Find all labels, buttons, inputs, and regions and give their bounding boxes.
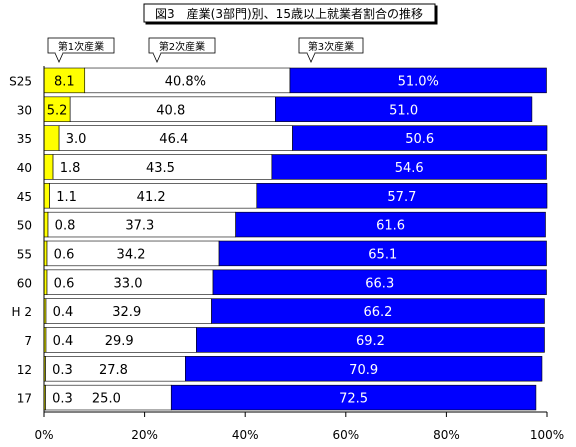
- data-label: 27.8: [99, 363, 128, 378]
- data-label: 8.1: [54, 74, 75, 89]
- x-tick-label: 80%: [433, 428, 460, 442]
- category-label: 7: [24, 334, 32, 348]
- chart-title-text: 図3 産業(3部門)別、15歳以上就業者割合の推移: [155, 6, 423, 21]
- bar-segment: [52, 154, 273, 180]
- data-label: 46.4: [159, 132, 188, 147]
- data-label: 0.6: [54, 247, 75, 262]
- chart-title-box: [143, 3, 436, 23]
- legend-box: [298, 37, 364, 54]
- data-label: 43.5: [146, 161, 175, 176]
- legend-box: [148, 37, 216, 54]
- category-label: S25: [9, 74, 32, 88]
- data-label: 0.8: [55, 219, 76, 234]
- data-label: 1.1: [56, 190, 77, 205]
- data-label: 5.2: [47, 103, 68, 118]
- legend-pointer: [306, 52, 316, 63]
- data-label: 0.3: [52, 363, 73, 378]
- bar-segment: [49, 183, 258, 209]
- data-label: 0.6: [54, 276, 75, 291]
- bar-segment: [212, 269, 547, 295]
- data-label: 33.0: [114, 276, 143, 291]
- data-label: 51.0%: [398, 74, 439, 89]
- category-label: 40: [17, 161, 32, 175]
- data-label: 65.1: [368, 247, 397, 262]
- data-label: 29.9: [105, 334, 134, 349]
- data-label: 66.3: [365, 276, 394, 291]
- category-label: 35: [17, 132, 32, 146]
- bar-segment: [211, 298, 545, 324]
- data-label: 70.9: [349, 363, 378, 378]
- bar-segment: [43, 211, 49, 238]
- category-label: H 2: [12, 305, 32, 319]
- chart-title: 図3 産業(3部門)別、15歳以上就業者割合の推移: [143, 3, 436, 23]
- category-label: 55: [17, 247, 32, 261]
- legend-label: 第2次産業: [159, 40, 205, 53]
- bar-segment: [43, 125, 60, 151]
- data-label: 61.6: [376, 219, 405, 234]
- bar-segment: [235, 211, 546, 238]
- bar-segment: [46, 269, 214, 295]
- data-label: 66.2: [364, 305, 393, 320]
- data-label: 51.0: [389, 103, 418, 118]
- bar-segment: [275, 96, 533, 122]
- category-label: 30: [17, 103, 32, 117]
- data-label: 3.0: [66, 132, 87, 147]
- x-tick-label: 60%: [332, 428, 359, 442]
- category-label: 45: [17, 190, 32, 204]
- x-tick-label: 0%: [34, 428, 53, 442]
- category-label: 60: [17, 276, 32, 290]
- data-label: 34.2: [117, 247, 146, 262]
- bar-segment: [185, 356, 543, 382]
- legend-pointer: [152, 52, 162, 63]
- data-label: 0.3: [52, 392, 73, 407]
- bar-segment: [196, 327, 545, 353]
- legend: 第1次産業 第2次産業 第3次産業: [47, 37, 364, 63]
- x-tick-label: 100%: [530, 428, 564, 442]
- data-label: 57.7: [387, 190, 416, 205]
- legend-label: 第3次産業: [308, 40, 354, 53]
- legend-callout: 第2次産業: [148, 37, 216, 63]
- data-label: 37.3: [125, 219, 154, 234]
- data-label: 50.6: [405, 132, 434, 147]
- data-label: 0.4: [53, 334, 74, 349]
- plot-area: 8.1 40.8% 51.0% 5.2 40.8 51.0 3.0 46.4 50.6 1.8 43…: [43, 67, 548, 411]
- data-label: 41.2: [137, 190, 166, 205]
- bar-segment: [292, 125, 548, 151]
- category-label: 17: [17, 392, 32, 406]
- legend-callout: 第1次産業: [47, 37, 115, 63]
- bar-segment: [45, 356, 186, 382]
- data-label: 1.8: [60, 161, 81, 176]
- x-tick-label: 40%: [232, 428, 259, 442]
- legend-pointer: [54, 52, 64, 63]
- bar-segment: [256, 183, 548, 209]
- data-label: 40.8: [156, 103, 185, 118]
- bar-segment: [218, 240, 547, 267]
- data-label: 32.9: [112, 305, 141, 320]
- x-axis: S25 30 35 40 45 50 55 60 H 2 7 12 17 0% 20% 40% 60% 80% 1…: [9, 66, 564, 442]
- bar-segment: [271, 154, 547, 180]
- bar-segment: [58, 125, 293, 151]
- bar-segment: [46, 240, 220, 267]
- bar-segment: [170, 384, 537, 411]
- legend-callout: 第3次産業: [298, 37, 364, 63]
- bar-segment: [43, 154, 54, 180]
- bar-segment: [47, 211, 236, 238]
- data-label: 54.6: [395, 161, 424, 176]
- bar-segment: [45, 298, 212, 324]
- category-label: 50: [17, 219, 32, 233]
- x-tick-label: 20%: [131, 428, 158, 442]
- data-label: 0.4: [53, 305, 74, 320]
- category-label: 12: [17, 363, 32, 377]
- bar-segment: [289, 67, 547, 94]
- bar-segment: [43, 183, 50, 209]
- data-label: 25.0: [92, 392, 121, 407]
- legend-label: 第1次産業: [58, 40, 104, 53]
- bar-segment: [43, 96, 71, 122]
- data-label: 40.8%: [165, 74, 206, 89]
- data-label: 72.5: [339, 392, 368, 407]
- bar-segment: [69, 96, 276, 122]
- legend-box: [47, 37, 115, 54]
- data-label: 69.2: [356, 334, 385, 349]
